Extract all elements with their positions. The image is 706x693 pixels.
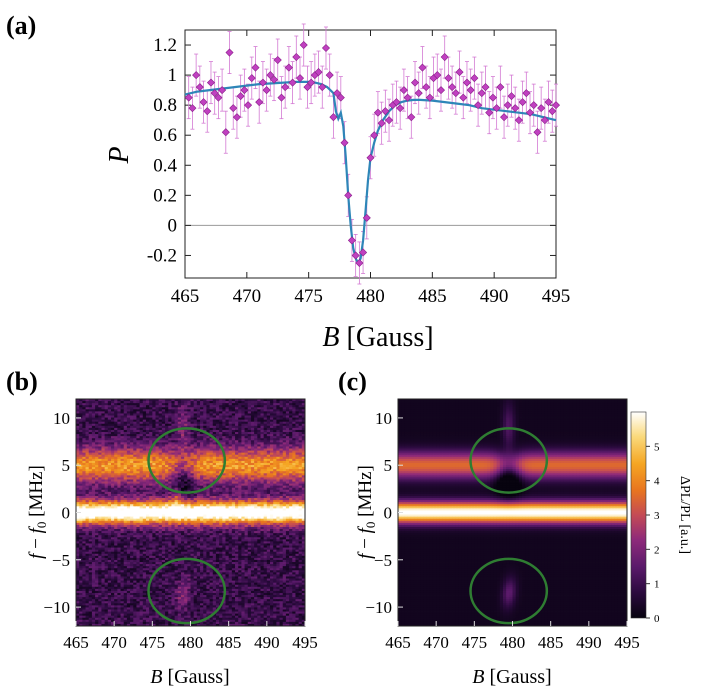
panel-a-data-point	[385, 117, 392, 124]
panel-a-ytick-label: 0.4	[153, 155, 177, 176]
panel-a-xtick-label: 480	[356, 286, 385, 307]
panel-a-data-point	[200, 99, 207, 106]
panel-a-xlabel-unit: [Gauss]	[347, 322, 434, 353]
panel-a-data-point	[374, 109, 381, 116]
panel-a-data-point	[512, 105, 519, 112]
panel-a-data-point	[456, 68, 463, 75]
panel-a-data-point	[549, 108, 556, 115]
panel-a-data-point	[552, 102, 559, 109]
panel-a-xtick-label: 475	[294, 286, 323, 307]
panel-a-data-point	[437, 87, 444, 94]
panel-a-data-point	[341, 139, 348, 146]
panel-a-data-point	[441, 53, 448, 60]
panel-a-data-point	[408, 114, 415, 121]
panel-a-data-point	[415, 90, 422, 97]
panel-a-data-point	[348, 237, 355, 244]
panel-a-data-point	[248, 74, 255, 81]
panel-a-data-point	[452, 90, 459, 97]
panel-a-data-point	[508, 93, 515, 100]
panel-a-ytick-label: 0	[168, 215, 178, 236]
panel-b-label: (b)	[6, 367, 38, 396]
panel-a-data-point	[500, 114, 507, 121]
panel-a-data-point	[397, 105, 404, 112]
panel-a-data-point	[449, 84, 456, 91]
panel-a-data-point	[204, 108, 211, 115]
panel-a-data-point	[367, 154, 374, 161]
panel-a-data-point	[278, 94, 285, 101]
panel-a-ytick-label: 0.8	[153, 95, 177, 116]
panel-a-data-point	[285, 64, 292, 71]
panel-a-data-point	[523, 90, 530, 97]
panel-a-data-point	[445, 74, 452, 81]
panel-a-data-point	[419, 64, 426, 71]
panel-a-data-point	[534, 129, 541, 136]
panel-a-data-point	[460, 94, 467, 101]
panel-a-data-point	[263, 87, 270, 94]
panel-a-xtick-label: 465	[171, 286, 200, 307]
panel-a-data-point	[515, 117, 522, 124]
panel-a-data-point	[244, 102, 251, 109]
panel-a-data-point	[207, 79, 214, 86]
panel-a-data-point	[504, 102, 511, 109]
panel-a-data-point	[196, 84, 203, 91]
panel-a-xtick-label: 470	[233, 286, 262, 307]
panel-a-data-point	[467, 87, 474, 94]
panel-a-ytick-label: -0.2	[147, 245, 177, 266]
panel-a-xlabel-var: B	[322, 322, 339, 353]
panel-a-ytick-label: 0.6	[153, 125, 177, 146]
panel-a-data-point	[289, 79, 296, 86]
panel-a-data-point	[463, 79, 470, 86]
panel-a-ytick-label: 1.2	[153, 35, 177, 56]
panel-a-data-point	[233, 114, 240, 121]
panel-a-data-point	[530, 102, 537, 109]
panel-a-data-point	[352, 252, 359, 259]
panel-a-ytick-label: 1	[168, 65, 178, 86]
panel-a: (a) 465 470 475 480 485 490 495 -0.2 0 0.2 0.4 0.6 0…	[6, 11, 570, 353]
panel-a-data-point	[345, 192, 352, 199]
panel-a-data-point	[478, 90, 485, 97]
panel-a-data-point	[293, 53, 300, 60]
panel-a-data-point	[538, 105, 545, 112]
panel-a-xtick-label: 495	[542, 286, 571, 307]
panel-a-data-point	[300, 41, 307, 48]
panel-a-data-point	[497, 84, 504, 91]
panel-a-data-point	[471, 74, 478, 81]
panel-a-data-point	[400, 87, 407, 94]
panel-a-data-point	[222, 129, 229, 136]
panel-a-label: (a)	[6, 11, 36, 40]
panel-a-data-point	[193, 71, 200, 78]
panel-a-data-point	[226, 49, 233, 56]
panel-a-data-point	[274, 56, 281, 63]
panel-a-xlabel: B [Gauss]	[322, 322, 433, 353]
panel-a-data-point	[482, 84, 489, 91]
panel-a-data-point	[489, 94, 496, 101]
panel-a-data-point	[252, 64, 259, 71]
panel-a-ylabel: P	[104, 146, 135, 164]
panel-a-xtick-label: 490	[480, 286, 509, 307]
panel-a-data-point	[256, 99, 263, 106]
panel-a-data-point	[241, 87, 248, 94]
panel-a-data-point	[326, 71, 333, 78]
panel-a-data-point	[322, 44, 329, 51]
panel-a-data-point	[282, 84, 289, 91]
panel-a-ytick-label: 0.2	[153, 185, 177, 206]
panel-a-data-point	[230, 105, 237, 112]
panel-a-data-point	[237, 93, 244, 100]
panel-a-data-point	[519, 99, 526, 106]
panel-a-plot-area: 465 470 475 480 485 490 495 -0.2 0 0.2 0.4 0.6 0.8 1 1…	[147, 24, 570, 307]
panel-a-data-point	[296, 74, 303, 81]
panel-a-data-point	[411, 79, 418, 86]
panel-a-data-point	[423, 84, 430, 91]
panel-a-xtick-label: 485	[418, 286, 447, 307]
